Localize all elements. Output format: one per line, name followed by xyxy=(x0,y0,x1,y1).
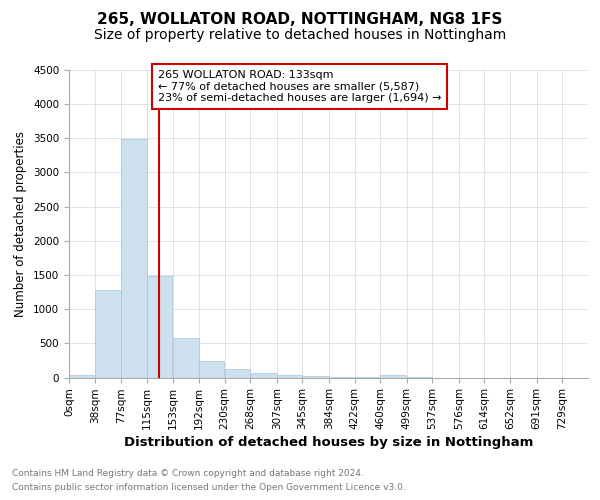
Bar xyxy=(380,376,406,378)
Bar xyxy=(121,139,146,378)
Text: Contains HM Land Registry data © Crown copyright and database right 2024.: Contains HM Land Registry data © Crown c… xyxy=(12,468,364,477)
Text: 265 WOLLATON ROAD: 133sqm
← 77% of detached houses are smaller (5,587)
23% of se: 265 WOLLATON ROAD: 133sqm ← 77% of detac… xyxy=(158,70,441,103)
Y-axis label: Number of detached properties: Number of detached properties xyxy=(14,130,28,317)
Text: Distribution of detached houses by size in Nottingham: Distribution of detached houses by size … xyxy=(124,436,533,449)
Text: Size of property relative to detached houses in Nottingham: Size of property relative to detached ho… xyxy=(94,28,506,42)
Bar xyxy=(147,276,172,378)
Bar xyxy=(95,290,121,378)
Bar xyxy=(225,368,250,378)
Bar xyxy=(251,373,277,378)
Bar xyxy=(199,361,224,378)
Bar xyxy=(173,338,199,378)
Bar xyxy=(69,376,95,378)
Text: 265, WOLLATON ROAD, NOTTINGHAM, NG8 1FS: 265, WOLLATON ROAD, NOTTINGHAM, NG8 1FS xyxy=(97,12,503,28)
Bar xyxy=(302,376,329,378)
Bar xyxy=(277,375,302,378)
Text: Contains public sector information licensed under the Open Government Licence v3: Contains public sector information licen… xyxy=(12,484,406,492)
